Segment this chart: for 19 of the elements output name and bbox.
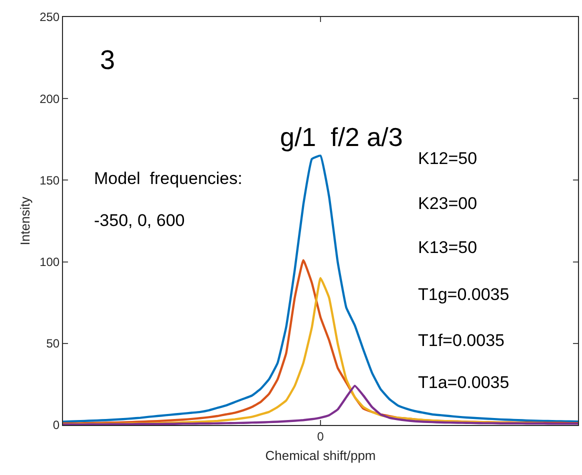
y-tick-label: 50 bbox=[46, 336, 60, 351]
x-axis-title: Chemical shift/ppm bbox=[265, 448, 376, 463]
annotation: T1a=0.0035 bbox=[418, 373, 510, 392]
y-tick-label: 100 bbox=[40, 255, 60, 269]
annotation: -350, 0, 600 bbox=[94, 211, 185, 230]
annotation: T1f=0.0035 bbox=[418, 331, 504, 350]
y-tick-label: 150 bbox=[40, 173, 60, 188]
annotation: K12=50 bbox=[418, 149, 478, 168]
line-series bbox=[63, 277, 545, 425]
y-axis-title: Intensity bbox=[18, 196, 33, 246]
annotation: K13=50 bbox=[418, 238, 478, 257]
y-tick-label: 200 bbox=[40, 92, 60, 106]
annotation: T1g=0.0035 bbox=[418, 285, 510, 304]
y-tick-label: 250 bbox=[40, 10, 60, 24]
annotation: K23=00 bbox=[418, 194, 478, 213]
annotation: Model frequencies: bbox=[94, 169, 242, 188]
y-tick-label: 0 bbox=[52, 418, 60, 432]
annotation: g/1 f/2 a/3 bbox=[280, 122, 403, 152]
annotation: 3 bbox=[100, 45, 116, 75]
